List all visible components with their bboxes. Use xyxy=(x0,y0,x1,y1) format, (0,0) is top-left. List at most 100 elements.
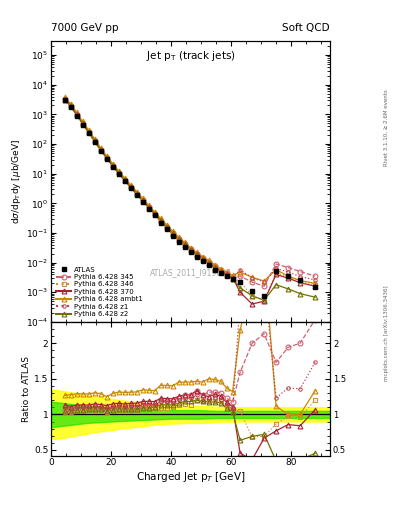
Pythia 6.428 345 xyxy=(74,112,79,118)
Pythia 6.428 z2 xyxy=(134,191,139,197)
Pythia 6.428 ambt1 xyxy=(194,249,199,255)
Y-axis label: Ratio to ATLAS: Ratio to ATLAS xyxy=(22,356,31,422)
Pythia 6.428 z1 xyxy=(212,264,217,270)
Pythia 6.428 z1 xyxy=(128,184,133,190)
Pythia 6.428 z2 xyxy=(140,198,145,204)
Pythia 6.428 346 xyxy=(176,237,181,243)
Pythia 6.428 ambt1 xyxy=(218,266,223,272)
Pythia 6.428 346 xyxy=(262,297,266,304)
Pythia 6.428 z2 xyxy=(250,293,255,299)
Pythia 6.428 z2 xyxy=(152,211,157,217)
Pythia 6.428 z1 xyxy=(218,268,223,274)
Pythia 6.428 z1 xyxy=(116,170,121,176)
Pythia 6.428 z1 xyxy=(286,269,290,275)
Pythia 6.428 346 xyxy=(86,130,91,136)
Pythia 6.428 346 xyxy=(200,256,205,262)
Pythia 6.428 346 xyxy=(230,275,235,281)
Pythia 6.428 370 xyxy=(158,217,163,223)
Pythia 6.428 z2 xyxy=(68,103,73,110)
Pythia 6.428 346 xyxy=(92,138,97,144)
Pythia 6.428 346 xyxy=(286,273,290,280)
Pythia 6.428 z2 xyxy=(274,282,279,288)
Pythia 6.428 370 xyxy=(134,190,139,196)
Pythia 6.428 370 xyxy=(128,183,133,189)
Pythia 6.428 z1 xyxy=(98,147,103,153)
Pythia 6.428 z2 xyxy=(122,177,127,183)
Pythia 6.428 z2 xyxy=(80,121,85,127)
Pythia 6.428 346 xyxy=(104,155,109,161)
Pythia 6.428 z2 xyxy=(158,218,163,224)
Pythia 6.428 370 xyxy=(212,264,217,270)
Pythia 6.428 345 xyxy=(176,236,181,242)
Pythia 6.428 z2 xyxy=(212,265,217,271)
Pythia 6.428 z1 xyxy=(224,271,229,278)
Pythia 6.428 370 xyxy=(250,301,255,307)
Text: Jet p$_{\rm T}$ (track jets): Jet p$_{\rm T}$ (track jets) xyxy=(146,49,235,63)
Text: Soft QCD: Soft QCD xyxy=(283,23,330,33)
Text: mcplots.cern.ch [arXiv:1306.3436]: mcplots.cern.ch [arXiv:1306.3436] xyxy=(384,285,389,380)
Pythia 6.428 ambt1 xyxy=(104,153,109,159)
Pythia 6.428 370 xyxy=(194,250,199,257)
Pythia 6.428 ambt1 xyxy=(250,274,255,281)
Pythia 6.428 ambt1 xyxy=(262,278,266,284)
Pythia 6.428 ambt1 xyxy=(188,245,193,251)
Pythia 6.428 z1 xyxy=(194,251,199,258)
Pythia 6.428 345 xyxy=(68,103,73,109)
Pythia 6.428 370 xyxy=(164,223,169,229)
Pythia 6.428 z2 xyxy=(194,252,199,258)
Pythia 6.428 ambt1 xyxy=(238,269,242,275)
Pythia 6.428 z2 xyxy=(104,155,109,161)
Pythia 6.428 z1 xyxy=(80,120,85,126)
Pythia 6.428 346 xyxy=(313,282,318,288)
Pythia 6.428 z2 xyxy=(313,294,318,301)
Pythia 6.428 z2 xyxy=(206,260,211,266)
Pythia 6.428 370 xyxy=(86,129,91,135)
Pythia 6.428 346 xyxy=(146,205,151,211)
Pythia 6.428 z2 xyxy=(128,184,133,190)
Pythia 6.428 370 xyxy=(152,210,157,217)
Pythia 6.428 ambt1 xyxy=(212,262,217,268)
Pythia 6.428 z2 xyxy=(170,231,175,237)
Pythia 6.428 370 xyxy=(286,275,290,281)
Pythia 6.428 z1 xyxy=(274,265,279,271)
Pythia 6.428 z1 xyxy=(62,96,67,102)
Pythia 6.428 345 xyxy=(194,250,199,257)
Pythia 6.428 345 xyxy=(116,170,121,176)
Pythia 6.428 370 xyxy=(116,169,121,176)
Pythia 6.428 346 xyxy=(298,278,303,284)
Pythia 6.428 370 xyxy=(92,137,97,143)
Pythia 6.428 ambt1 xyxy=(170,228,175,234)
Pythia 6.428 z2 xyxy=(110,163,115,169)
Pythia 6.428 ambt1 xyxy=(68,100,73,106)
Pythia 6.428 ambt1 xyxy=(116,168,121,174)
Pythia 6.428 370 xyxy=(200,255,205,261)
Pythia 6.428 z2 xyxy=(74,112,79,118)
Pythia 6.428 345 xyxy=(262,283,266,289)
Pythia 6.428 ambt1 xyxy=(140,195,145,201)
Pythia 6.428 345 xyxy=(158,218,163,224)
Pythia 6.428 ambt1 xyxy=(274,267,279,273)
Pythia 6.428 z2 xyxy=(218,268,223,274)
Pythia 6.428 345 xyxy=(298,268,303,274)
Pythia 6.428 345 xyxy=(200,255,205,261)
Pythia 6.428 z2 xyxy=(86,130,91,136)
Pythia 6.428 345 xyxy=(92,138,97,144)
Pythia 6.428 345 xyxy=(62,96,67,102)
Pythia 6.428 346 xyxy=(218,268,223,274)
Pythia 6.428 z1 xyxy=(68,103,73,109)
Pythia 6.428 346 xyxy=(62,97,67,103)
Pythia 6.428 ambt1 xyxy=(230,272,235,279)
Pythia 6.428 z1 xyxy=(238,267,242,273)
Pythia 6.428 370 xyxy=(140,197,145,203)
Pythia 6.428 346 xyxy=(274,270,279,276)
Pythia 6.428 345 xyxy=(152,211,157,217)
Pythia 6.428 346 xyxy=(194,252,199,258)
Pythia 6.428 346 xyxy=(164,225,169,231)
Pythia 6.428 ambt1 xyxy=(298,278,303,284)
Pythia 6.428 z1 xyxy=(230,275,235,281)
Pythia 6.428 345 xyxy=(170,230,175,237)
Pythia 6.428 346 xyxy=(250,293,255,299)
Pythia 6.428 345 xyxy=(146,204,151,210)
Pythia 6.428 346 xyxy=(152,211,157,218)
Pythia 6.428 345 xyxy=(134,190,139,197)
